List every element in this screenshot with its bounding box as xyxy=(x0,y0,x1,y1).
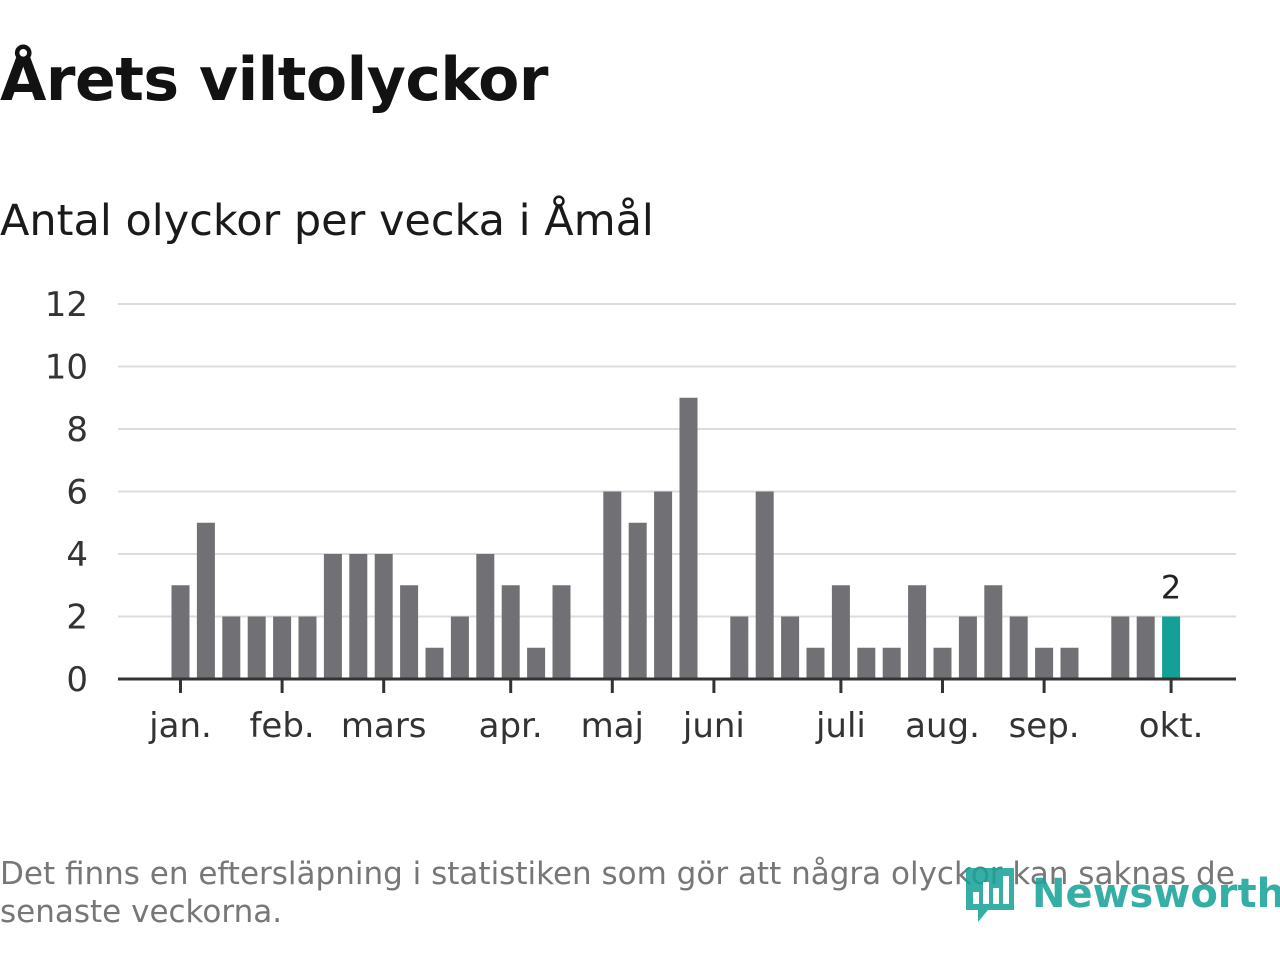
x-tick-label: juni xyxy=(682,706,745,746)
bar-chart: 0 2 4 6 8 10 12 jan. feb. mars apr. maj juni juli aug… xyxy=(45,285,1236,746)
bar xyxy=(450,616,469,679)
bar xyxy=(806,647,825,679)
newsworthy-logo-icon xyxy=(966,868,1014,922)
bar xyxy=(654,491,673,679)
x-tick-label: aug. xyxy=(905,706,980,746)
bar xyxy=(831,585,850,679)
bar xyxy=(1111,616,1130,679)
bar xyxy=(323,554,342,679)
x-axis-tick-labels: jan. feb. mars apr. maj juni juli aug. sep. okt. xyxy=(148,706,1203,746)
bar xyxy=(298,616,317,679)
bar xyxy=(781,616,800,679)
bar xyxy=(349,554,368,679)
bar xyxy=(628,522,647,679)
bar xyxy=(247,616,266,679)
bar-highlight xyxy=(1162,616,1181,679)
bar xyxy=(1009,616,1028,679)
newsworthy-logo[interactable]: Newsworthy xyxy=(964,862,1280,926)
y-tick-label: 8 xyxy=(66,410,88,450)
bar xyxy=(552,585,571,679)
y-tick-label: 4 xyxy=(66,535,88,575)
bar xyxy=(476,554,495,679)
bar xyxy=(1035,647,1054,679)
bar xyxy=(730,616,749,679)
bar xyxy=(857,647,876,679)
bar xyxy=(679,397,698,679)
y-tick-label: 2 xyxy=(66,598,88,638)
x-axis xyxy=(118,677,1236,693)
chart-subtitle: Antal olyckor per vecka i Åmål xyxy=(0,196,654,246)
bar xyxy=(958,616,977,679)
bar xyxy=(1136,616,1155,679)
x-tick-label: jan. xyxy=(148,706,212,746)
bar xyxy=(603,491,622,679)
y-tick-label: 12 xyxy=(45,285,88,325)
bars xyxy=(171,397,1181,679)
y-tick-label: 0 xyxy=(66,660,88,700)
bar xyxy=(374,554,393,679)
bar xyxy=(933,647,952,679)
bar-value-label: 2 xyxy=(1161,569,1181,607)
x-tick-label: juli xyxy=(815,706,866,746)
bar xyxy=(882,647,901,679)
x-tick-label: feb. xyxy=(249,706,314,746)
footnote: Det finns en eftersläpning i statistiken… xyxy=(0,856,1235,930)
data-labels: 2 xyxy=(1161,569,1181,607)
y-axis-tick-labels: 0 2 4 6 8 10 12 xyxy=(45,285,88,700)
newsworthy-logo-text: Newsworthy xyxy=(1032,871,1280,917)
y-tick-label: 10 xyxy=(45,348,88,388)
chart-title: Årets viltolyckor xyxy=(0,45,549,115)
x-tick-label: maj xyxy=(581,706,644,746)
bar xyxy=(222,616,241,679)
gridlines xyxy=(118,303,1236,618)
bar xyxy=(273,616,292,679)
y-tick-label: 6 xyxy=(66,473,88,513)
bar xyxy=(527,647,546,679)
bar xyxy=(400,585,419,679)
x-tick-label: okt. xyxy=(1139,706,1204,746)
bar xyxy=(196,522,215,679)
bar xyxy=(984,585,1003,679)
x-tick-label: mars xyxy=(341,706,427,746)
x-tick-label: apr. xyxy=(479,706,543,746)
bar xyxy=(425,647,444,679)
bar xyxy=(171,585,190,679)
bar xyxy=(908,585,927,679)
bar xyxy=(501,585,520,679)
bar xyxy=(1060,647,1079,679)
bar xyxy=(755,491,774,679)
x-tick-label: sep. xyxy=(1009,706,1080,746)
